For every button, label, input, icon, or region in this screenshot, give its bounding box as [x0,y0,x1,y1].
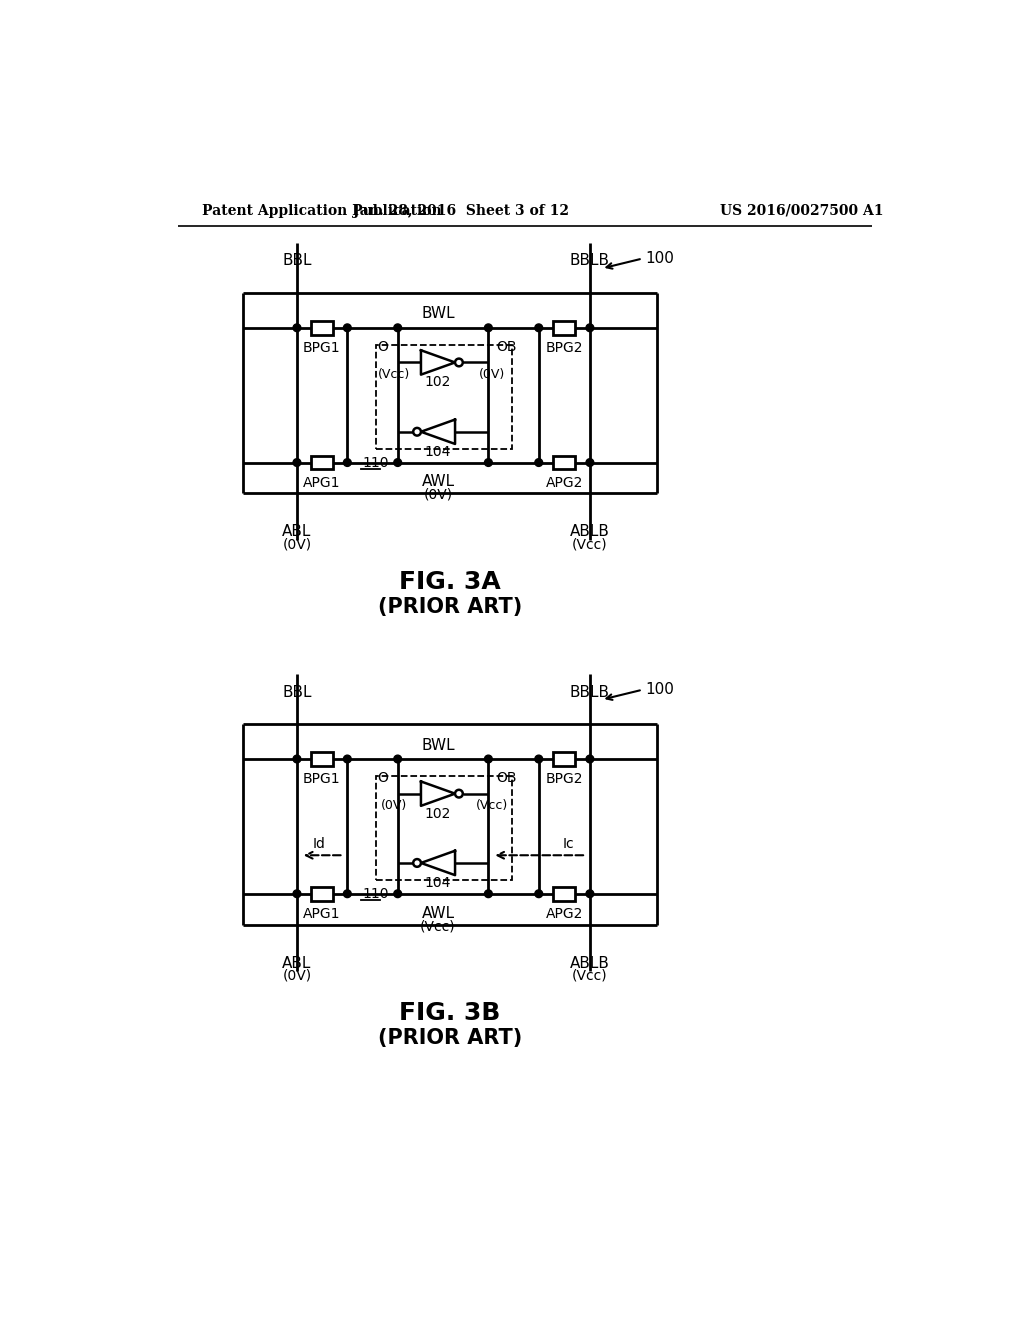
Circle shape [484,890,493,898]
Text: OB: OB [496,771,517,785]
Circle shape [484,755,493,763]
Text: 100: 100 [646,682,675,697]
Text: APG2: APG2 [546,475,583,490]
Text: (Vcc): (Vcc) [476,800,508,813]
Circle shape [293,755,301,763]
Text: (0V): (0V) [381,800,407,813]
Circle shape [484,459,493,466]
Text: FIG. 3B: FIG. 3B [399,1001,501,1026]
Text: (0V): (0V) [283,537,311,552]
Bar [311,455,333,470]
Polygon shape [421,781,455,805]
Circle shape [343,890,351,898]
Text: ABLB: ABLB [570,524,610,540]
Circle shape [535,755,543,763]
Text: US 2016/0027500 A1: US 2016/0027500 A1 [721,203,884,218]
Text: 102: 102 [425,375,452,389]
Text: BBLB: BBLB [570,253,610,268]
Text: BPG1: BPG1 [303,772,341,785]
Text: BBL: BBL [283,685,311,700]
Polygon shape [421,420,455,444]
Circle shape [394,323,401,331]
Text: BWL: BWL [421,738,455,752]
Text: (Vcc): (Vcc) [572,969,607,982]
Circle shape [484,323,493,331]
Circle shape [586,459,594,466]
Bar [376,776,512,880]
Circle shape [394,890,401,898]
Bar [311,321,333,335]
Text: 104: 104 [425,445,452,459]
Text: ABLB: ABLB [570,956,610,970]
Text: APG1: APG1 [303,907,341,921]
Text: (PRIOR ART): (PRIOR ART) [378,1028,522,1048]
Text: BWL: BWL [421,306,455,322]
Polygon shape [421,350,455,375]
Text: BPG2: BPG2 [546,341,583,355]
Text: ABL: ABL [283,524,311,540]
Text: (0V): (0V) [424,488,453,502]
Text: ABL: ABL [283,956,311,970]
Circle shape [455,359,463,367]
Text: 100: 100 [646,251,675,267]
Text: 104: 104 [425,876,452,890]
Text: 102: 102 [425,807,452,821]
Circle shape [293,323,301,331]
Text: Patent Application Publication: Patent Application Publication [202,203,441,218]
Text: O: O [378,341,388,354]
Text: O: O [378,771,388,785]
Text: APG2: APG2 [546,907,583,921]
Text: (0V): (0V) [479,368,506,381]
Text: 110: 110 [362,887,389,900]
Text: AWL: AWL [422,906,455,920]
Bar [376,345,512,449]
Bar [554,321,575,335]
Circle shape [343,323,351,331]
Text: BBLB: BBLB [570,685,610,700]
Text: BPG2: BPG2 [546,772,583,785]
Text: BPG1: BPG1 [303,341,341,355]
Circle shape [293,890,301,898]
Circle shape [586,755,594,763]
Text: (PRIOR ART): (PRIOR ART) [378,597,522,616]
Text: FIG. 3A: FIG. 3A [398,570,501,594]
Circle shape [343,459,351,466]
Circle shape [535,890,543,898]
Circle shape [455,789,463,797]
Text: AWL: AWL [422,474,455,490]
Circle shape [535,323,543,331]
Bar [554,887,575,900]
Text: Id: Id [312,837,325,851]
Text: OB: OB [496,341,517,354]
Bar [554,752,575,766]
Circle shape [394,459,401,466]
Text: (Vcc): (Vcc) [420,919,456,933]
Circle shape [586,890,594,898]
Text: (0V): (0V) [283,969,311,982]
Text: APG1: APG1 [303,475,341,490]
Text: Ic: Ic [562,837,574,851]
Bar [311,887,333,900]
Text: BBL: BBL [283,253,311,268]
Bar [311,752,333,766]
Circle shape [293,459,301,466]
Circle shape [414,428,421,436]
Circle shape [535,459,543,466]
Circle shape [414,859,421,867]
Text: 110: 110 [362,455,389,470]
Text: Jan. 28, 2016  Sheet 3 of 12: Jan. 28, 2016 Sheet 3 of 12 [353,203,569,218]
Bar [554,455,575,470]
Polygon shape [421,851,455,875]
Circle shape [343,755,351,763]
Text: (Vcc): (Vcc) [378,368,410,381]
Circle shape [394,755,401,763]
Text: (Vcc): (Vcc) [572,537,607,552]
Circle shape [586,323,594,331]
